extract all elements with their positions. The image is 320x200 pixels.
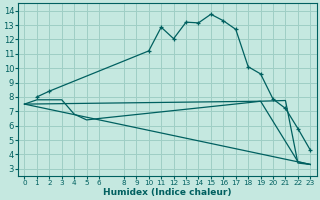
X-axis label: Humidex (Indice chaleur): Humidex (Indice chaleur) — [103, 188, 232, 197]
